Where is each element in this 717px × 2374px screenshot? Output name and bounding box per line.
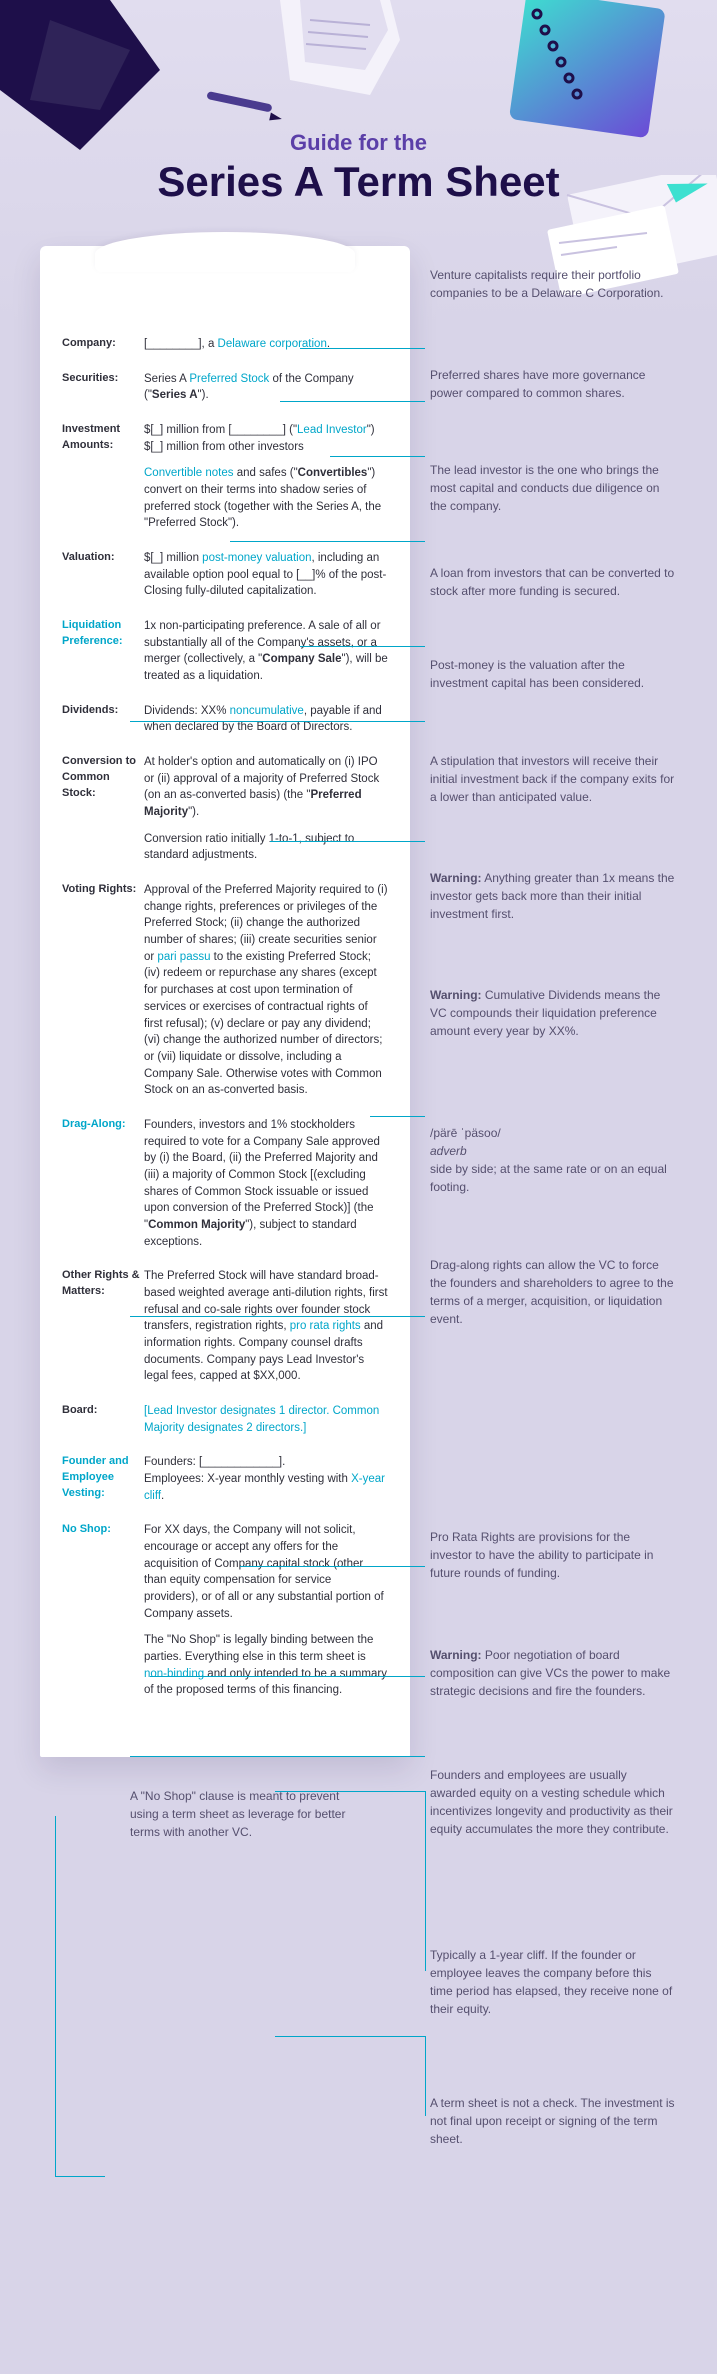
- label-other: Other Rights & Matters:: [62, 1268, 144, 1385]
- row-conversion: Conversion to Common Stock: At holder's …: [62, 754, 388, 864]
- row-other: Other Rights & Matters: The Preferred St…: [62, 1268, 388, 1385]
- label-dividends: Dividends:: [62, 703, 144, 736]
- row-noshop: No Shop: For XX days, the Company will n…: [62, 1522, 388, 1699]
- connector: [425, 2036, 426, 2116]
- connector: [280, 401, 425, 402]
- connector: [370, 1116, 425, 1117]
- anno-noshop: A "No Shop" clause is meant to prevent u…: [130, 1787, 360, 1841]
- pre-title: Guide for the: [0, 130, 717, 156]
- body-other: The Preferred Stock will have standard b…: [144, 1268, 388, 1385]
- connector: [130, 1756, 425, 1757]
- body-liquidation: 1x non-participating preference. A sale …: [144, 618, 388, 685]
- connector: [240, 1566, 425, 1567]
- row-valuation: Valuation: $[_] million post-money valua…: [62, 550, 388, 600]
- body-valuation: $[_] million post-money valuation, inclu…: [144, 550, 388, 600]
- row-securities: Securities: Series A Preferred Stock of …: [62, 371, 388, 404]
- connector: [130, 1316, 425, 1317]
- connector: [300, 348, 425, 349]
- row-liquidation: Liquidation Preference: 1x non-participa…: [62, 618, 388, 685]
- body-vesting: Founders: [____________].Employees: X-ye…: [144, 1454, 388, 1504]
- row-investment: Investment Amounts: $[_] million from [_…: [62, 422, 388, 532]
- connector: [275, 2036, 425, 2037]
- connector: [130, 721, 425, 722]
- anno-postmoney: Post-money is the valuation after the in…: [430, 656, 675, 692]
- connector: [330, 456, 425, 457]
- body-conversion-2: Conversion ratio initially 1-to-1, subje…: [144, 831, 388, 864]
- content-wrap: Company: [________], a Delaware corporat…: [0, 246, 717, 1901]
- body-investment-1: $[_] million from [________] ("Lead Inve…: [144, 422, 388, 455]
- anno-1x-warning: Warning: Anything greater than 1x means …: [430, 869, 675, 923]
- main-title: Series A Term Sheet: [0, 158, 717, 206]
- body-noshop-1: For XX days, the Company will not solici…: [144, 1522, 388, 1622]
- connector: [270, 841, 425, 842]
- anno-liquidation: A stipulation that investors will receiv…: [430, 752, 675, 806]
- anno-prorata: Pro Rata Rights are provisions for the i…: [430, 1528, 675, 1582]
- anno-paripassu: /pärē ˈpäsoo/adverbside by side; at the …: [430, 1124, 675, 1196]
- label-valuation: Valuation:: [62, 550, 144, 600]
- body-dividends: Dividends: XX% noncumulative, payable if…: [144, 703, 388, 736]
- term-sheet: Company: [________], a Delaware corporat…: [40, 246, 410, 1757]
- label-drag: Drag-Along:: [62, 1117, 144, 1250]
- row-board: Board: [Lead Investor designates 1 direc…: [62, 1403, 388, 1436]
- anno-preferred: Preferred shares have more governance po…: [430, 366, 675, 402]
- connector: [230, 541, 425, 542]
- connector: [55, 2176, 105, 2177]
- connector: [150, 1676, 425, 1677]
- anno-cumulative: Warning: Cumulative Dividends means the …: [430, 986, 675, 1040]
- body-securities: Series A Preferred Stock of the Company …: [144, 371, 388, 404]
- anno-board: Warning: Poor negotiation of board compo…: [430, 1646, 675, 1700]
- body-voting: Approval of the Preferred Majority requi…: [144, 882, 388, 1099]
- label-board: Board:: [62, 1403, 144, 1436]
- anno-convertible: A loan from investors that can be conver…: [430, 564, 675, 600]
- connector: [55, 1816, 56, 2176]
- body-company: [________], a Delaware corporation.: [144, 336, 388, 353]
- anno-delaware: Venture capitalists require their portfo…: [430, 266, 675, 302]
- row-drag: Drag-Along: Founders, investors and 1% s…: [62, 1117, 388, 1250]
- row-vesting: Founder and Employee Vesting: Founders: …: [62, 1454, 388, 1504]
- label-conversion: Conversion to Common Stock:: [62, 754, 144, 864]
- label-company: Company:: [62, 336, 144, 353]
- anno-vesting: Founders and employees are usually award…: [430, 1766, 675, 1838]
- label-noshop: No Shop:: [62, 1522, 144, 1699]
- label-vesting: Founder and Employee Vesting:: [62, 1454, 144, 1504]
- row-company: Company: [________], a Delaware corporat…: [62, 336, 388, 353]
- label-voting: Voting Rights:: [62, 882, 144, 1099]
- anno-nonbinding: A term sheet is not a check. The investm…: [430, 2094, 675, 2148]
- label-investment: Investment Amounts:: [62, 422, 144, 532]
- row-dividends: Dividends: Dividends: XX% noncumulative,…: [62, 703, 388, 736]
- body-board: [Lead Investor designates 1 director. Co…: [144, 1403, 388, 1436]
- body-noshop-2: The "No Shop" is legally binding between…: [144, 1632, 388, 1699]
- anno-lead: The lead investor is the one who brings …: [430, 461, 675, 515]
- label-liquidation: Liquidation Preference:: [62, 618, 144, 685]
- anno-dragalong: Drag-along rights can allow the VC to fo…: [430, 1256, 675, 1328]
- body-drag: Founders, investors and 1% stockholders …: [144, 1117, 388, 1250]
- body-investment-2: Convertible notes and safes ("Convertibl…: [144, 465, 388, 532]
- anno-cliff: Typically a 1-year cliff. If the founder…: [430, 1946, 675, 2018]
- label-securities: Securities:: [62, 371, 144, 404]
- connector: [300, 646, 425, 647]
- row-voting: Voting Rights: Approval of the Preferred…: [62, 882, 388, 1099]
- connector: [425, 1791, 426, 1971]
- body-conversion-1: At holder's option and automatically on …: [144, 754, 388, 821]
